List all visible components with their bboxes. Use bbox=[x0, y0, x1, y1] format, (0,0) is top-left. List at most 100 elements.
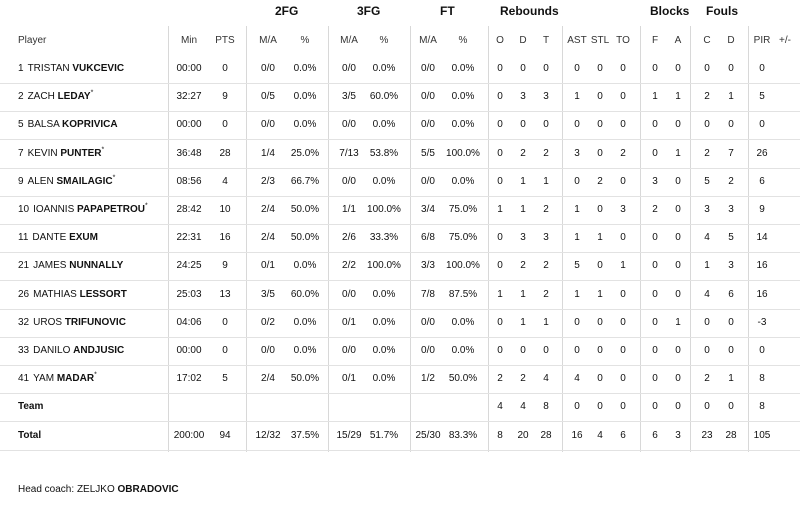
stat-fg3-ma: 2/6 bbox=[342, 232, 356, 244]
player-first-name: ALEN bbox=[27, 175, 54, 187]
stat-pir: -3 bbox=[757, 316, 767, 328]
group-header-2fg: 2FG bbox=[275, 4, 299, 18]
stat-fg3-ma: 0/0 bbox=[342, 345, 356, 356]
stat-fg3-pct: 0.0% bbox=[372, 175, 396, 187]
column-header-ast: AST bbox=[567, 35, 587, 46]
stat-fg3-ma: 0/0 bbox=[342, 288, 356, 300]
player-name: 2 ZACH LEDAY* bbox=[18, 83, 168, 111]
total-stat-blk-a: 3 bbox=[675, 429, 681, 441]
player-last-name: LESSORT bbox=[79, 288, 127, 300]
stat-ast: 4 bbox=[574, 373, 580, 385]
starter-marker: * bbox=[112, 174, 116, 182]
stat-ft-ma: 0/0 bbox=[421, 345, 435, 356]
stat-pts: 13 bbox=[219, 288, 231, 300]
player-first-name: IOANNIS bbox=[33, 204, 75, 215]
stat-blk-a: 0 bbox=[675, 175, 681, 187]
stat-reb-o: 0 bbox=[497, 345, 503, 356]
stat-min: 08:56 bbox=[176, 175, 202, 187]
player-number: 2 bbox=[18, 91, 24, 103]
stat-reb-d: 0 bbox=[520, 63, 526, 74]
stat-blk-a: 0 bbox=[675, 345, 681, 356]
stat-reb-t: 1 bbox=[543, 316, 549, 328]
stat-ast: 1 bbox=[574, 204, 580, 215]
stat-to: 0 bbox=[620, 63, 626, 74]
total-stat-blk-f: 6 bbox=[652, 429, 658, 441]
stat-blk-a: 0 bbox=[675, 63, 681, 74]
player-first-name: JAMES bbox=[33, 260, 67, 272]
stat-stl: 0 bbox=[597, 316, 603, 328]
stat-foul-c: 2 bbox=[704, 91, 710, 103]
stat-reb-t: 1 bbox=[543, 175, 549, 187]
stat-reb-d: 2 bbox=[520, 373, 526, 385]
player-first-name: DANTE bbox=[32, 232, 67, 244]
stat-ft-pct: 0.0% bbox=[451, 91, 475, 103]
head-coach-label: Head coach: bbox=[18, 484, 75, 495]
stat-ft-ma: 0/0 bbox=[421, 119, 435, 131]
stat-fg3-ma: 0/1 bbox=[342, 316, 356, 328]
player-name: 7 KEVIN PUNTER* bbox=[18, 140, 168, 168]
stat-foul-d: 0 bbox=[728, 316, 734, 328]
stat-blk-f: 0 bbox=[652, 63, 658, 74]
stat-fg3-pct: 100.0% bbox=[367, 260, 401, 272]
column-header-fg3-pct: % bbox=[379, 35, 389, 46]
stat-pir: 26 bbox=[756, 147, 768, 159]
player-last-name: KOPRIVICA bbox=[62, 119, 118, 131]
stat-pts: 5 bbox=[222, 373, 228, 385]
stat-fg2-ma: 0/2 bbox=[261, 316, 275, 328]
total-stat-reb-d: 20 bbox=[517, 429, 529, 441]
stat-reb-o: 0 bbox=[497, 63, 503, 74]
player-last-name: PUNTER bbox=[60, 147, 102, 159]
stat-fg3-ma: 0/1 bbox=[342, 373, 356, 385]
stat-stl: 0 bbox=[597, 119, 603, 131]
stat-blk-a: 0 bbox=[675, 204, 681, 215]
stat-fg2-ma: 0/0 bbox=[261, 345, 275, 356]
total-stat-fg2-pct: 37.5% bbox=[290, 429, 320, 441]
team-stat-reb-d: 4 bbox=[520, 401, 526, 413]
stat-reb-o: 0 bbox=[497, 147, 503, 159]
table-row: 7 KEVIN PUNTER* 36:48 28 1/4 25.0% 7/13 53.8% 5/… bbox=[0, 140, 800, 169]
stat-fg3-ma: 0/0 bbox=[342, 175, 356, 187]
player-first-name: BALSA bbox=[27, 119, 60, 131]
starter-marker: * bbox=[101, 146, 105, 154]
stat-pir: 16 bbox=[756, 288, 768, 300]
stat-ft-pct: 75.0% bbox=[448, 232, 478, 244]
stat-fg2-ma: 0/5 bbox=[261, 91, 275, 103]
player-first-name: YAM bbox=[33, 373, 55, 385]
stat-fg2-pct: 0.0% bbox=[293, 119, 317, 131]
player-name: 41 YAM MADAR* bbox=[18, 365, 168, 393]
total-label: Total bbox=[18, 429, 42, 441]
stat-ft-pct: 75.0% bbox=[448, 204, 478, 215]
stat-pir: 5 bbox=[759, 91, 765, 103]
stat-ft-pct: 100.0% bbox=[446, 260, 480, 272]
stat-ft-pct: 87.5% bbox=[448, 288, 478, 300]
stat-ft-ma: 6/8 bbox=[421, 232, 435, 244]
stat-blk-f: 0 bbox=[652, 260, 658, 272]
total-stat-ft-pct: 83.3% bbox=[448, 429, 478, 441]
stat-stl: 0 bbox=[597, 63, 603, 74]
stat-reb-o: 2 bbox=[497, 373, 503, 385]
column-header-fg3-ma: M/A bbox=[340, 35, 358, 46]
stat-pts: 0 bbox=[222, 119, 228, 131]
player-first-name: UROS bbox=[33, 316, 63, 328]
starter-marker: * bbox=[145, 202, 148, 210]
table-row: 11 DANTE EXUM 22:31 16 2/4 50.0% 2/6 33.3% 6/8 75… bbox=[0, 224, 800, 254]
total-stat-fg2-ma: 12/32 bbox=[255, 429, 281, 441]
stat-min: 36:48 bbox=[176, 147, 202, 159]
stat-ft-pct: 0.0% bbox=[451, 119, 475, 131]
stat-blk-f: 0 bbox=[652, 119, 658, 131]
stat-reb-o: 1 bbox=[497, 288, 503, 300]
player-last-name: VUKCEVIC bbox=[72, 63, 125, 74]
stat-fg2-pct: 0.0% bbox=[293, 345, 317, 356]
stat-blk-f: 2 bbox=[652, 204, 658, 215]
stat-min: 00:00 bbox=[176, 345, 202, 356]
team-label: Team bbox=[18, 401, 44, 413]
stat-fg2-ma: 2/4 bbox=[261, 204, 275, 215]
stat-ft-pct: 0.0% bbox=[451, 316, 475, 328]
stat-pir: 14 bbox=[756, 232, 768, 244]
stat-ft-ma: 0/0 bbox=[421, 63, 435, 74]
stat-reb-o: 0 bbox=[497, 119, 503, 131]
stat-stl: 0 bbox=[597, 147, 603, 159]
stat-foul-c: 0 bbox=[704, 63, 710, 74]
team-stat-stl: 0 bbox=[597, 401, 603, 413]
table-row: 2 ZACH LEDAY* 32:27 9 0/5 0.0% 3/5 60.0% 0/0 0.0%… bbox=[0, 83, 800, 113]
